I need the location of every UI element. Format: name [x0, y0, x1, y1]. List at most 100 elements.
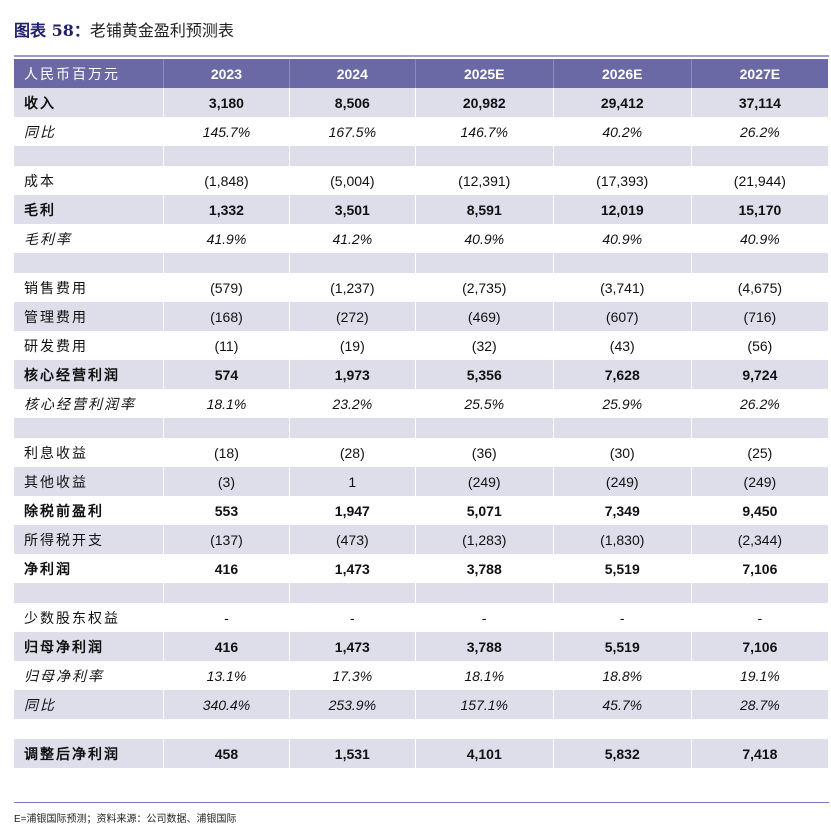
cell-value: 145.7% [163, 117, 290, 146]
row-label: 收入 [14, 88, 164, 117]
cell-value: (3,741) [552, 273, 692, 302]
empty-cell [552, 418, 692, 438]
cell-value: 1,473 [288, 632, 416, 661]
empty-cell [414, 583, 554, 603]
empty-cell [690, 719, 828, 739]
empty-cell [690, 418, 828, 438]
cell-value: (43) [552, 331, 692, 360]
cell-value: 458 [163, 739, 290, 768]
cell-value: 157.1% [414, 690, 554, 719]
row-label: 归母净利润 [14, 632, 164, 661]
table-row: 研发费用 (11) (19) (32) (43) (56) [14, 331, 828, 360]
empty-cell [414, 719, 554, 739]
table-row: 少数股东权益 - - - - - [14, 603, 828, 632]
empty-cell [552, 719, 692, 739]
row-label: 归母净利率 [24, 667, 104, 684]
row-label: 研发费用 [24, 337, 88, 354]
row-label: 销售费用 [24, 279, 88, 296]
cell-value: 146.7% [414, 117, 554, 146]
cell-value: (21,944) [690, 166, 828, 195]
column-header: 2024 [288, 59, 416, 88]
cell-value: (607) [552, 302, 692, 331]
empty-cell [552, 146, 692, 166]
table-row: 归母净利润 416 1,473 3,788 5,519 7,106 [14, 632, 828, 661]
row-label: 同比 [14, 690, 164, 719]
cell-value: 8,591 [414, 195, 554, 224]
cell-value: 1,473 [288, 554, 416, 583]
spacer-row [14, 583, 828, 603]
cell-value: (579) [163, 273, 290, 302]
top-divider [14, 55, 829, 57]
row-label: 核心经营利润 [14, 360, 164, 389]
figure-title: 图表 58：老铺黄金盈利预测表 [14, 17, 234, 41]
cell-value: 1 [288, 467, 416, 496]
cell-value: - [288, 603, 416, 632]
row-label: 核心经营利润率 [24, 395, 136, 412]
cell-value: - [414, 603, 554, 632]
cell-value: 7,349 [552, 496, 692, 525]
cell-value: 41.2% [288, 224, 416, 253]
cell-value: (11) [163, 331, 290, 360]
table-row: 管理费用 (168) (272) (469) (607) (716) [14, 302, 828, 331]
cell-value: - [163, 603, 290, 632]
cell-value: 5,832 [552, 739, 692, 768]
cell-value: 15,170 [690, 195, 828, 224]
cell-value: 18.8% [552, 661, 692, 690]
cell-value: 40.9% [690, 224, 828, 253]
cell-value: 1,973 [288, 360, 416, 389]
cell-value: 9,724 [690, 360, 828, 389]
cell-value: 13.1% [163, 661, 290, 690]
empty-cell [14, 253, 164, 273]
figure-number: 图表 58： [14, 21, 90, 40]
empty-cell [552, 253, 692, 273]
row-label: 利息收益 [24, 444, 88, 461]
cell-value: - [552, 603, 692, 632]
cell-value: 4,101 [414, 739, 554, 768]
cell-value: 3,788 [414, 632, 554, 661]
cell-value: 416 [163, 554, 290, 583]
cell-value: 5,519 [552, 554, 692, 583]
cell-value: 8,506 [288, 88, 416, 117]
spacer-row [14, 146, 828, 166]
cell-value: (30) [552, 438, 692, 467]
cell-value: 3,501 [288, 195, 416, 224]
cell-value: (469) [414, 302, 554, 331]
table-row: 利息收益 (18) (28) (36) (30) (25) [14, 438, 828, 467]
cell-value: 5,071 [414, 496, 554, 525]
table-row: 所得税开支 (137) (473) (1,283) (1,830) (2,344) [14, 525, 828, 554]
cell-value: 340.4% [163, 690, 290, 719]
empty-cell [288, 719, 416, 739]
row-label: 同比 [24, 123, 56, 140]
cell-value: 45.7% [552, 690, 692, 719]
cell-value: 20,982 [414, 88, 554, 117]
cell-value: (28) [288, 438, 416, 467]
cell-value: 28.7% [690, 690, 828, 719]
cell-value: 3,788 [414, 554, 554, 583]
cell-value: (249) [552, 467, 692, 496]
cell-value: 7,106 [690, 632, 828, 661]
empty-cell [690, 146, 828, 166]
empty-cell [288, 418, 416, 438]
row-label: 成本 [24, 172, 56, 189]
cell-value: (249) [414, 467, 554, 496]
cell-value: 9,450 [690, 496, 828, 525]
table-row: 核心经营利润 574 1,973 5,356 7,628 9,724 [14, 360, 828, 389]
row-label: 其他收益 [14, 467, 164, 496]
empty-cell [414, 146, 554, 166]
cell-value: 3,180 [163, 88, 290, 117]
spacer-row [14, 719, 828, 739]
cell-value: 1,947 [288, 496, 416, 525]
empty-cell [163, 253, 290, 273]
cell-value: 553 [163, 496, 290, 525]
cell-value: 18.1% [163, 389, 290, 418]
cell-value: (473) [288, 525, 416, 554]
cell-value: (18) [163, 438, 290, 467]
cell-value: 19.1% [690, 661, 828, 690]
cell-value: - [690, 603, 828, 632]
spacer-row [14, 418, 828, 438]
table-row: 成本 (1,848) (5,004) (12,391) (17,393) (21,944) [14, 166, 828, 195]
table-row: 净利润 416 1,473 3,788 5,519 7,106 [14, 554, 828, 583]
cell-value: 12,019 [552, 195, 692, 224]
cell-value: (1,830) [552, 525, 692, 554]
cell-value: 41.9% [163, 224, 290, 253]
